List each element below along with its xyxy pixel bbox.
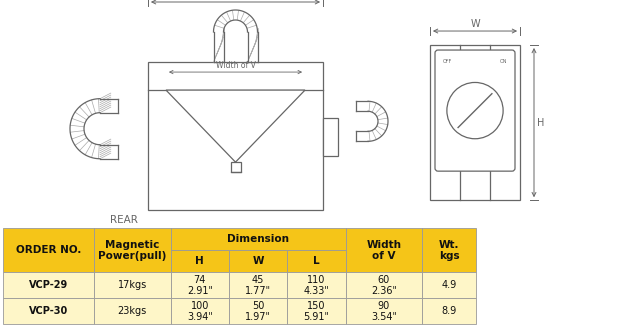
Bar <box>94 228 170 273</box>
Text: VCP-29: VCP-29 <box>29 280 68 290</box>
Text: 23kgs: 23kgs <box>118 306 147 317</box>
Text: 17kgs: 17kgs <box>118 280 147 290</box>
Polygon shape <box>70 99 118 159</box>
Bar <box>430 45 520 200</box>
Bar <box>287 250 345 273</box>
Bar <box>287 298 345 324</box>
Bar <box>323 118 338 156</box>
Text: Dimension: Dimension <box>227 234 289 244</box>
Bar <box>345 298 422 324</box>
Bar <box>229 273 287 298</box>
Text: 110
4.33": 110 4.33" <box>304 274 329 296</box>
Text: ON: ON <box>500 59 507 64</box>
Text: 90
3.54": 90 3.54" <box>371 301 397 322</box>
Text: H: H <box>537 118 544 127</box>
Bar <box>231 162 241 172</box>
Text: REAR: REAR <box>110 215 138 225</box>
Text: 8.9: 8.9 <box>441 306 457 317</box>
Bar <box>170 273 229 298</box>
Bar <box>422 273 476 298</box>
Bar <box>170 298 229 324</box>
Bar <box>94 298 170 324</box>
Text: 45
1.77": 45 1.77" <box>245 274 271 296</box>
Polygon shape <box>166 90 305 162</box>
Bar <box>94 273 170 298</box>
Polygon shape <box>356 101 388 141</box>
Bar <box>170 250 229 273</box>
Text: Wt.
kgs: Wt. kgs <box>439 240 459 261</box>
Text: 50
1.97": 50 1.97" <box>245 301 271 322</box>
Text: OFF: OFF <box>443 59 452 64</box>
Text: L: L <box>313 256 320 266</box>
Text: VCP-30: VCP-30 <box>29 306 68 317</box>
FancyBboxPatch shape <box>435 50 515 171</box>
Bar <box>3 298 94 324</box>
Bar <box>345 273 422 298</box>
Bar <box>3 273 94 298</box>
Bar <box>422 228 476 273</box>
Bar <box>422 298 476 324</box>
Bar <box>287 273 345 298</box>
Text: W: W <box>252 256 264 266</box>
Polygon shape <box>213 10 257 62</box>
Text: 74
2.91": 74 2.91" <box>187 274 213 296</box>
Bar <box>148 62 323 210</box>
Text: 150
5.91": 150 5.91" <box>303 301 329 322</box>
Text: 60
2.36": 60 2.36" <box>371 274 397 296</box>
Text: Width of V: Width of V <box>216 61 255 70</box>
Text: W: W <box>470 19 480 29</box>
Text: 4.9: 4.9 <box>441 280 457 290</box>
Text: Magnetic
Power(pull): Magnetic Power(pull) <box>98 240 167 261</box>
Text: ORDER NO.: ORDER NO. <box>16 245 81 255</box>
Bar <box>3 228 94 273</box>
Text: H: H <box>195 256 204 266</box>
Text: Width
of V: Width of V <box>366 240 402 261</box>
Text: 100
3.94": 100 3.94" <box>187 301 213 322</box>
Bar <box>229 250 287 273</box>
Bar <box>229 298 287 324</box>
Bar <box>170 228 345 250</box>
Bar <box>345 228 422 273</box>
